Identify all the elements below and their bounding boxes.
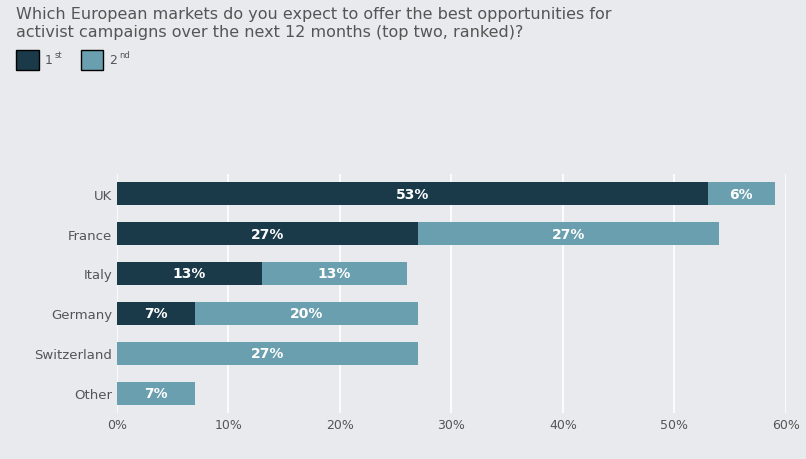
Text: 27%: 27% <box>552 227 585 241</box>
Bar <box>262 263 407 285</box>
Text: 27%: 27% <box>251 347 284 360</box>
Text: activist campaigns over the next 12 months (top two, ranked)?: activist campaigns over the next 12 mont… <box>16 25 523 40</box>
Text: st: st <box>55 51 62 60</box>
Text: 6%: 6% <box>729 187 753 202</box>
Bar <box>117 183 708 206</box>
Text: 13%: 13% <box>172 267 206 281</box>
Text: 13%: 13% <box>318 267 351 281</box>
Bar <box>117 223 418 246</box>
Text: 7%: 7% <box>144 307 168 321</box>
Bar <box>117 302 195 325</box>
Text: 1: 1 <box>44 54 52 67</box>
Text: 7%: 7% <box>144 386 168 400</box>
Text: nd: nd <box>119 51 130 60</box>
Bar <box>117 342 418 365</box>
Text: 53%: 53% <box>396 187 429 202</box>
Text: 20%: 20% <box>289 307 323 321</box>
Bar <box>418 223 719 246</box>
Bar <box>195 302 418 325</box>
Text: 2: 2 <box>109 54 117 67</box>
Bar <box>708 183 775 206</box>
Bar <box>117 382 195 405</box>
Text: 27%: 27% <box>251 227 284 241</box>
Bar <box>117 263 262 285</box>
Text: Which European markets do you expect to offer the best opportunities for: Which European markets do you expect to … <box>16 7 612 22</box>
